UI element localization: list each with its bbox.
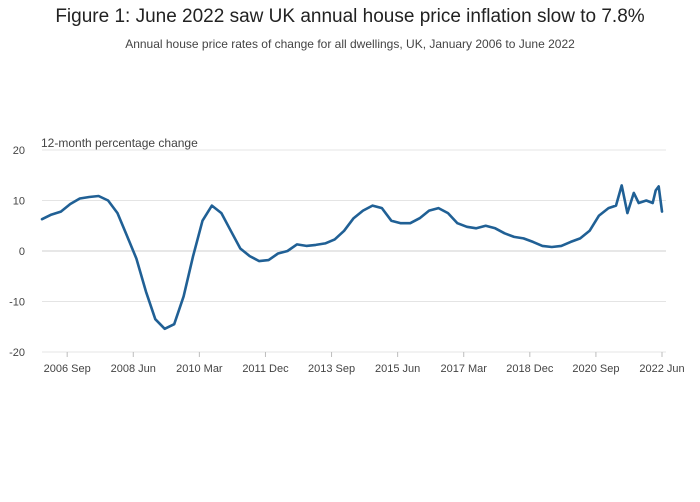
y-tick-label: -10 bbox=[9, 297, 25, 309]
y-axis-label: 12-month percentage change bbox=[41, 136, 198, 150]
y-tick-label: 0 bbox=[19, 246, 25, 258]
x-tick-label: 2010 Mar bbox=[176, 363, 223, 375]
series-line[interactable] bbox=[40, 184, 664, 331]
y-tick-label: 20 bbox=[13, 145, 25, 157]
x-axis-ticks: 2006 Sep 2008 Jun 2010 Mar 2011 Dec 2013 Sep… bbox=[44, 352, 685, 375]
chart-title: Figure 1: June 2022 saw UK annual house … bbox=[55, 6, 645, 27]
x-tick-label: 2006 Sep bbox=[44, 363, 91, 375]
x-tick-label: 2018 Dec bbox=[506, 363, 554, 375]
x-tick-label: 2011 Dec bbox=[242, 363, 289, 375]
x-tick-label: 2015 Jun bbox=[375, 363, 420, 375]
y-tick-label: 10 bbox=[13, 196, 25, 208]
chart-subtitle: Annual house price rates of change for a… bbox=[125, 37, 575, 51]
y-axis-ticks: 20 10 0 -10 -20 bbox=[9, 145, 25, 359]
x-tick-label: 2022 Jun bbox=[639, 363, 684, 375]
gridlines bbox=[42, 149, 666, 353]
x-tick-label: 2013 Sep bbox=[308, 363, 355, 375]
x-tick-label: 2008 Jun bbox=[111, 363, 156, 375]
x-tick-label: 2020 Sep bbox=[572, 363, 619, 375]
x-tick-label: 2017 Mar bbox=[440, 363, 487, 375]
y-tick-label: -20 bbox=[9, 347, 25, 359]
